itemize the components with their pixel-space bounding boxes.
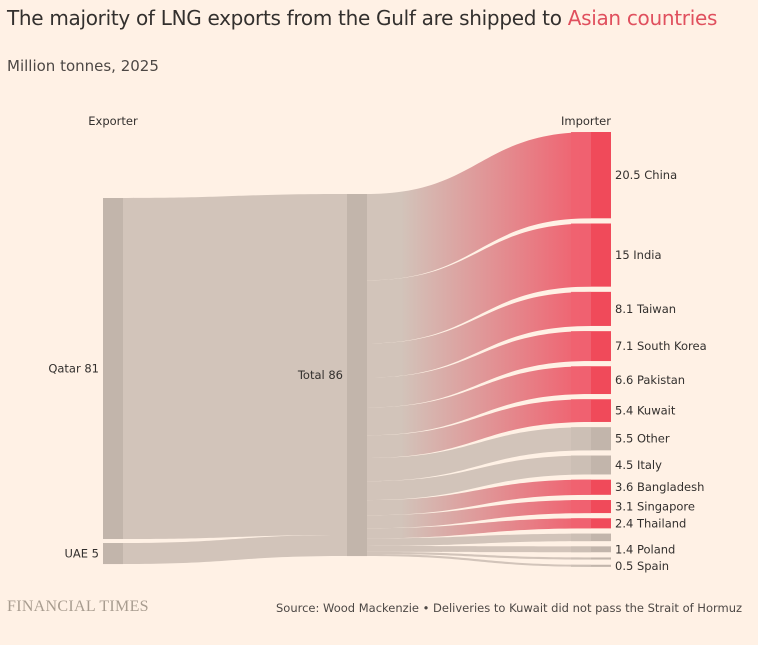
node-qatar [103,198,123,540]
node-italy [591,455,611,475]
chart-subtitle: Million tonnes, 2025 [7,57,159,75]
node-taiwan [591,291,611,326]
node-china [591,132,611,219]
flow-total-thailand [367,518,591,539]
flow-total-unlabeled [367,551,591,560]
label-china: 20.5 China [615,168,677,182]
flow-total-pakistan [367,366,591,436]
node-shade [571,223,591,287]
label-bangladesh: 3.6 Bangladesh [615,480,704,494]
flow-total-china [367,132,591,281]
node-spain [591,564,611,567]
node-shade [571,500,591,514]
exporter-header: Exporter [88,114,138,128]
node-shade [571,564,591,567]
label-qatar: Qatar 81 [48,362,99,376]
node-shade [571,518,591,529]
source-note: Source: Wood Mackenzie • Deliveries to K… [276,601,743,615]
flow-total-other [367,427,591,482]
flow-qatar-total [123,194,347,540]
label-spain: 0.5 Spain [615,559,669,573]
flow-total-poland [367,545,591,553]
label-taiwan: 8.1 Taiwan [615,302,676,316]
flow-total-kuwait [367,399,591,458]
node-poland [591,546,611,553]
flow-total-italy [367,455,591,501]
node-shade [571,557,591,560]
node-shade [571,291,591,326]
label-thailand: 2.4 Thailand [615,516,686,530]
label-other: 5.5 Other [615,432,670,446]
label-south-korea: 7.1 South Korea [615,339,707,353]
node-unlabeled [591,533,611,542]
label-india: 15 India [615,248,662,262]
node-shade [571,399,591,422]
node-shade [571,427,591,451]
flow-total-taiwan [367,291,591,378]
flow-total-spain [367,553,591,567]
node-shade [571,455,591,475]
chart-title: The majority of LNG exports from the Gul… [7,6,717,30]
label-total: Total 86 [297,368,343,382]
label-italy: 4.5 Italy [615,458,662,472]
node-thailand [591,518,611,529]
flow-total-singapore [367,500,591,529]
node-bangladesh [591,479,611,495]
node-total [347,194,367,557]
node-pakistan [591,366,611,395]
node-singapore [591,500,611,514]
flow-total-south-korea [367,331,591,408]
label-kuwait: 5.4 Kuwait [615,404,676,418]
label-singapore: 3.1 Singapore [615,500,695,514]
label-pakistan: 6.6 Pakistan [615,373,685,387]
node-shade [571,479,591,495]
node-other [591,427,611,451]
importer-header: Importer [561,114,611,128]
node-india [591,223,611,287]
label-uae: UAE 5 [64,547,99,561]
node-shade [571,546,591,553]
flow-total-bangladesh [367,479,591,516]
flow-total-india [367,223,591,344]
title-highlight: Asian countries [567,6,718,30]
node-shade [571,331,591,362]
title-text: The majority of LNG exports from the Gul… [7,6,568,30]
node-shade [571,132,591,219]
node-unlabeled [591,557,611,560]
node-south-korea [591,331,611,362]
label-poland: 1.4 Poland [615,542,675,556]
node-shade [571,533,591,542]
node-uae [103,543,123,565]
flow-uae-total [123,535,347,565]
flow-total-unlabeled [367,533,591,546]
ft-logo: FINANCIAL TIMES [7,598,149,615]
node-shade [571,366,591,395]
node-kuwait [591,399,611,422]
